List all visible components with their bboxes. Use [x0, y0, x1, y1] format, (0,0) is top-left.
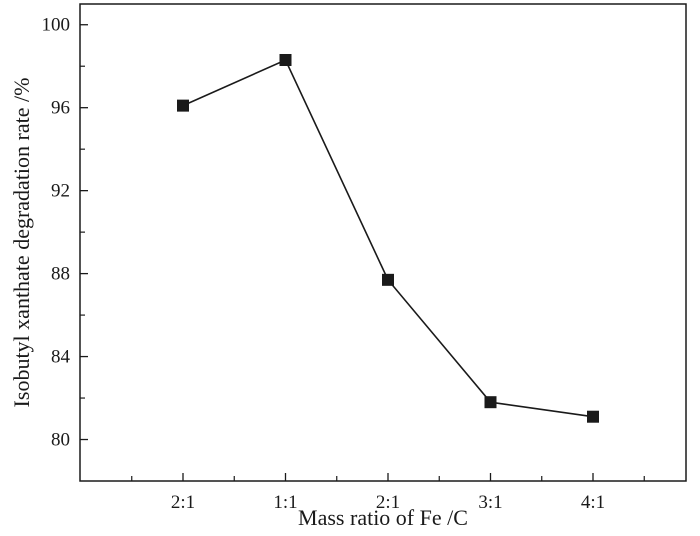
x-tick-label: 4:1 [581, 492, 605, 513]
data-point-marker [177, 99, 189, 112]
data-point-marker [382, 273, 394, 286]
data-point-marker [279, 53, 292, 66]
y-tick-label: 84 [51, 347, 71, 368]
y-tick-label: 88 [51, 264, 70, 285]
series-line [182, 58, 594, 418]
x-axis: 2:1 1:1 2:1 3:1 4:1 [131, 473, 645, 513]
plot-frame [79, 3, 687, 482]
x-tick-label: 1:1 [273, 492, 297, 513]
x-axis-title: Mass ratio of Fe /C [298, 505, 468, 530]
y-tick-label: 96 [51, 98, 70, 119]
x-tick-label: 2:1 [376, 492, 400, 513]
data-point-marker [484, 396, 497, 409]
x-tick-label: 3:1 [478, 492, 502, 513]
y-tick-label: 100 [42, 15, 71, 36]
series-layer [177, 53, 599, 423]
y-axis: 80 84 88 92 96 100 [42, 15, 88, 451]
y-tick-label: 92 [51, 181, 70, 202]
x-tick-label: 2:1 [171, 492, 195, 513]
y-tick-label: 80 [51, 430, 70, 451]
data-point-marker [587, 410, 599, 423]
y-axis-title: Isobutyl xanthate degradation rate /% [9, 78, 34, 408]
